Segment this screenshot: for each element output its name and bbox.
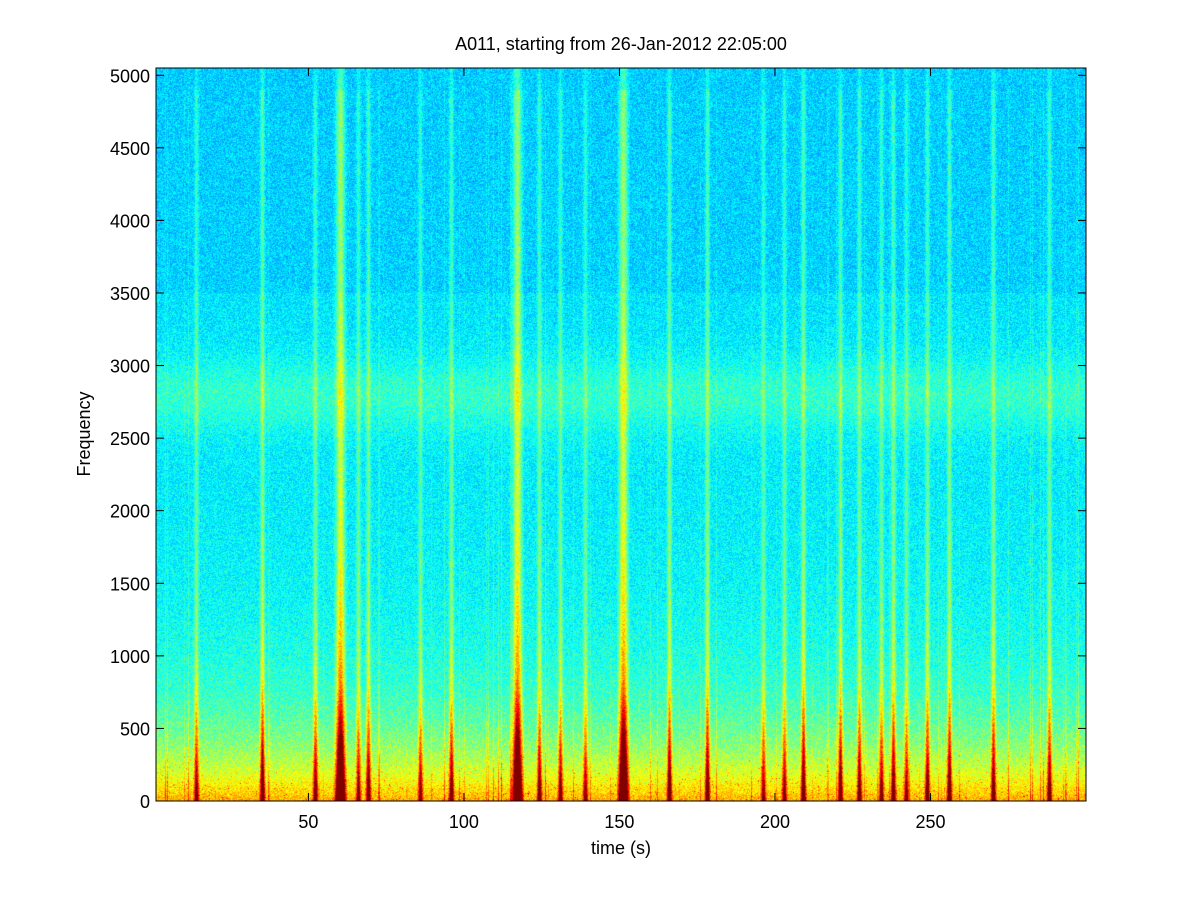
spectrogram-image — [156, 68, 1086, 801]
x-tick-label: 50 — [298, 812, 318, 832]
chart-title: A011, starting from 26-Jan-2012 22:05:00 — [455, 34, 787, 54]
y-tick-label: 1500 — [110, 574, 150, 594]
y-tick-label: 2000 — [110, 502, 150, 522]
y-tick-label: 4500 — [110, 139, 150, 159]
y-tick-label: 500 — [120, 719, 150, 739]
x-tick-label: 150 — [604, 812, 634, 832]
x-tick-label: 200 — [760, 812, 790, 832]
y-tick-label: 2500 — [110, 429, 150, 449]
plot-frame — [155, 67, 1087, 802]
y-tick-label: 1000 — [110, 647, 150, 667]
y-tick-label: 0 — [140, 792, 150, 812]
y-tick-label: 3000 — [110, 357, 150, 377]
y-axis-ticks: 0 500 1000 1500 2000 2500 3000 3500 4000 4500 5000 — [110, 66, 1086, 812]
x-axis-ticks: 50 100 150 200 250 — [298, 68, 946, 832]
x-tick-label: 100 — [449, 812, 479, 832]
x-tick-label: 250 — [915, 812, 945, 832]
y-tick-label: 3500 — [110, 284, 150, 304]
y-axis-label: Frequency — [74, 391, 94, 476]
y-tick-label: 5000 — [110, 66, 150, 86]
y-tick-label: 4000 — [110, 211, 150, 231]
x-axis-label: time (s) — [591, 838, 651, 858]
